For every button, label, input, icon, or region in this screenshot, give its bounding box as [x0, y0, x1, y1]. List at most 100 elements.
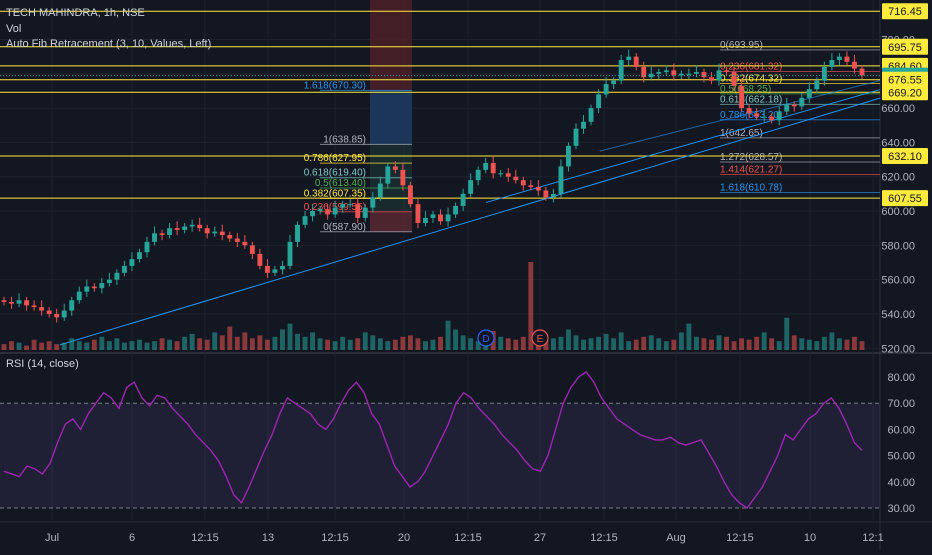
price-tag: [882, 190, 928, 207]
volume-bar: [656, 338, 662, 350]
volume-bar: [415, 338, 421, 350]
volume-bar: [137, 339, 142, 350]
vol-legend: Vol: [6, 23, 22, 35]
candle-body: [724, 70, 729, 73]
candle-body: [505, 173, 511, 177]
candle-body: [513, 176, 519, 181]
candle-body: [453, 205, 459, 215]
candle-body: [137, 252, 142, 260]
candle-body: [24, 300, 30, 306]
time-tick-label: 27: [534, 532, 546, 544]
volume-bar: [355, 338, 361, 350]
candle-body: [272, 269, 278, 273]
candle-body: [302, 216, 308, 225]
volume-bar: [347, 339, 353, 350]
candle-body: [498, 173, 504, 175]
volume-bar: [167, 339, 173, 350]
candle-body: [468, 180, 474, 194]
candle-body: [121, 265, 127, 273]
candle-body: [76, 291, 82, 301]
volume-bar: [430, 339, 436, 350]
volume-bar: [114, 338, 120, 350]
candle-body: [806, 89, 812, 98]
fib-left-label: 0.382(607.35): [304, 188, 366, 199]
rsi-tick-label: 80.00: [887, 372, 915, 384]
candle-body: [701, 72, 707, 78]
price-tick-label: 560.00: [881, 275, 915, 287]
candle-body: [483, 162, 489, 170]
volume-bar: [716, 335, 722, 350]
price-tag-label: 676.55: [888, 75, 922, 87]
volume-bar: [626, 341, 632, 350]
candle-body: [46, 310, 52, 314]
volume-bar: [310, 332, 316, 350]
candle-body: [61, 310, 67, 318]
candle-body: [445, 214, 451, 222]
candle-body: [686, 73, 692, 75]
volume-bar: [633, 339, 639, 350]
candle-body: [400, 169, 406, 186]
candle-body: [633, 56, 639, 67]
volume-bar: [460, 335, 466, 350]
event-marker: [477, 329, 495, 347]
candle-body: [287, 241, 293, 266]
price-tick-label: 580.00: [881, 240, 915, 252]
candle-body: [490, 162, 496, 174]
volume-bar: [76, 341, 82, 350]
candle-body: [99, 283, 105, 289]
candle-body: [716, 70, 722, 81]
time-tick-label: 12:15: [590, 532, 618, 544]
candle-body: [678, 73, 684, 76]
trendline: [599, 80, 881, 152]
candle-body: [739, 85, 745, 109]
volume-bar: [550, 338, 556, 350]
volume-bar: [159, 338, 165, 350]
volume-bar: [724, 336, 729, 350]
volume-bar: [370, 335, 376, 350]
time-tick-label: 12:15: [321, 532, 349, 544]
candle-body: [234, 238, 240, 242]
candle-body: [520, 180, 526, 186]
candle-body: [641, 66, 647, 78]
price-tag: [882, 147, 928, 164]
fib-left-label: 0.786(627.95): [304, 153, 366, 164]
candle-body: [174, 228, 180, 230]
volume-bar: [287, 323, 293, 350]
candle-body: [182, 226, 188, 230]
volume-bar: [618, 332, 624, 350]
candle-body: [197, 224, 203, 229]
candle-body: [656, 72, 662, 74]
candle-body: [693, 72, 699, 74]
volume-bar: [302, 336, 308, 350]
volume-bar: [9, 341, 14, 350]
volume-bar: [182, 336, 188, 350]
volume-bar: [400, 336, 406, 350]
volume-bar: [91, 339, 97, 350]
volume-bar: [663, 341, 669, 350]
candle-body: [242, 241, 248, 246]
candle-body: [204, 228, 210, 234]
candle-body: [731, 72, 737, 86]
event-marker: [531, 329, 549, 347]
time-tick-label: 20: [398, 532, 410, 544]
volume-bar: [806, 339, 812, 350]
candle-body: [550, 193, 556, 198]
candle-body: [709, 77, 714, 81]
volume-bar: [295, 333, 300, 350]
fib-right-label: 0.382(674.32): [720, 74, 782, 85]
candle-body: [152, 233, 157, 242]
price-tag-label: 607.55: [888, 193, 922, 205]
volume-bar: [596, 336, 602, 350]
candle-body: [392, 166, 398, 170]
volume-bar: [340, 336, 346, 350]
candle-body: [129, 259, 135, 266]
candle-body: [219, 231, 225, 236]
volume-bar: [234, 336, 240, 350]
volume-bar: [859, 341, 865, 350]
candle-body: [558, 166, 564, 194]
volume-bar: [325, 339, 331, 350]
candle-body: [355, 204, 361, 218]
price-tag-label: 695.75: [888, 42, 922, 54]
